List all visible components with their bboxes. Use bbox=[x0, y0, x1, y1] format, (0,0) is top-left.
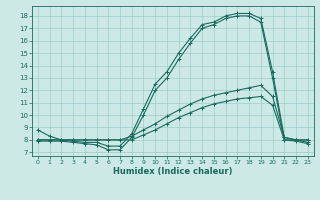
X-axis label: Humidex (Indice chaleur): Humidex (Indice chaleur) bbox=[113, 167, 233, 176]
